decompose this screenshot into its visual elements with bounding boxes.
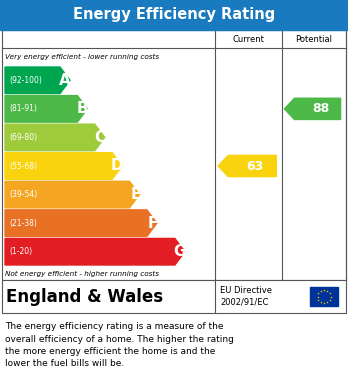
Polygon shape: [5, 95, 87, 122]
Text: Very energy efficient - lower running costs: Very energy efficient - lower running co…: [5, 54, 159, 60]
Text: The energy efficiency rating is a measure of the
overall efficiency of a home. T: The energy efficiency rating is a measur…: [5, 322, 234, 368]
Bar: [2, 30, 346, 280]
Text: Energy Efficiency Rating: Energy Efficiency Rating: [73, 7, 275, 23]
Text: F: F: [148, 216, 158, 231]
Bar: [2, 280, 346, 313]
Bar: [310, 287, 338, 306]
Text: Current: Current: [232, 34, 264, 43]
Text: G: G: [173, 244, 186, 259]
Bar: [0, 0, 348, 30]
Text: EU Directive
2002/91/EC: EU Directive 2002/91/EC: [220, 286, 272, 307]
Text: (81-91): (81-91): [9, 104, 37, 113]
Text: Not energy efficient - higher running costs: Not energy efficient - higher running co…: [5, 271, 159, 277]
Text: Potential: Potential: [295, 34, 332, 43]
Text: A: A: [59, 73, 71, 88]
Polygon shape: [5, 153, 122, 179]
Polygon shape: [5, 124, 105, 151]
Text: England & Wales: England & Wales: [6, 287, 163, 305]
Text: (21-38): (21-38): [9, 219, 37, 228]
Text: B: B: [77, 101, 88, 117]
Text: C: C: [95, 130, 106, 145]
Polygon shape: [5, 67, 70, 93]
Polygon shape: [284, 98, 341, 120]
Polygon shape: [5, 239, 185, 265]
Text: (39-54): (39-54): [9, 190, 37, 199]
Polygon shape: [5, 210, 157, 237]
Text: D: D: [111, 158, 123, 174]
Text: (69-80): (69-80): [9, 133, 37, 142]
Text: (92-100): (92-100): [9, 76, 42, 85]
Polygon shape: [218, 155, 276, 177]
Text: (1-20): (1-20): [9, 247, 32, 256]
Polygon shape: [5, 181, 140, 208]
Text: E: E: [130, 187, 141, 202]
Text: 88: 88: [312, 102, 329, 115]
Text: 63: 63: [247, 160, 264, 172]
Text: (55-68): (55-68): [9, 161, 37, 170]
